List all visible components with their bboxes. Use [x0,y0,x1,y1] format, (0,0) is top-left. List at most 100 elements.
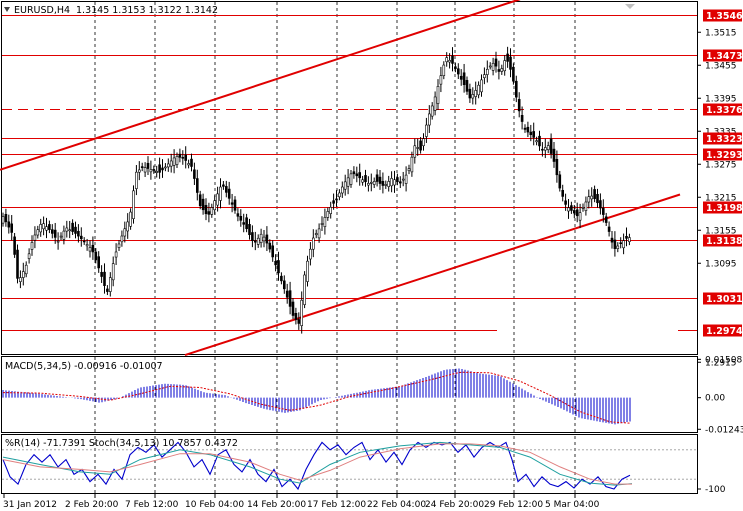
candle [500,64,504,75]
candle [430,102,434,120]
candle [239,209,243,227]
stoch-panel-frame [1,434,698,494]
candle [622,233,625,255]
x-tick-label: 24 Feb 20:00 [425,500,484,510]
candle [474,81,478,105]
candle [601,199,605,223]
candle [184,146,187,169]
candle [433,91,437,116]
candle [59,232,63,241]
candle [387,175,391,192]
candle [372,177,376,189]
trend-channel-upper[interactable] [0,0,521,171]
candle [352,166,356,179]
candle [169,153,173,173]
x-tick-label: 29 Feb 12:00 [484,500,543,510]
candle [256,234,260,248]
candle [375,169,379,187]
candle [42,216,45,236]
candle [68,220,71,239]
candle [445,52,449,67]
candle [10,215,13,241]
candle [311,229,315,258]
candle [94,248,98,264]
candle [306,255,309,287]
candle [468,83,472,103]
y-tick-label: 1.3155 [705,226,737,236]
price-level-label: 1.3473 [706,51,743,62]
price-level-badge: 1.2974 [703,324,743,337]
candle [335,190,338,207]
candle [80,227,83,247]
x-tick-label: 17 Feb 12:00 [307,500,366,510]
candle [538,130,541,151]
candle [462,63,466,93]
candle [207,202,211,223]
candle [340,181,344,198]
candle [120,230,124,247]
candle [4,208,8,227]
candle [268,239,272,253]
price-panel-frame [1,1,698,355]
trend-channel-lower[interactable] [184,193,681,357]
candle [242,213,245,233]
candle [219,178,222,209]
candle [175,152,179,169]
candle [607,221,611,237]
candle [294,307,298,325]
candle [517,92,521,118]
candle [300,291,304,334]
candle [190,153,193,172]
candle [248,218,251,240]
y-tick-label: 1.2915 [705,358,737,368]
ohlc-values: 1.3145 1.3153 1.3122 1.3142 [76,5,218,16]
candle [187,159,190,169]
stoch-title: %R(14) -71.7391 Stoch(34,5,13) 10.7857 0… [5,438,238,449]
price-level-label: 1.3546 [706,11,743,22]
candle [575,202,579,223]
scroll-marker-icon[interactable] [625,4,635,9]
time-axis: 31 Jan 2012 2 Feb 20:00 7 Feb 12:00 10 Feb … [3,494,600,510]
y-tick-label: -100 [705,485,726,495]
price-level-label: 1.2974 [706,326,743,337]
candle [494,51,498,73]
candle [236,208,240,222]
candle [254,231,257,251]
candle [587,189,591,209]
candle [140,162,144,172]
candle [146,156,150,175]
x-tick-label: 10 Feb 04:00 [185,500,244,510]
candle [303,271,306,309]
candle [126,213,129,239]
candle [213,195,216,215]
candle [216,186,219,212]
candle [291,298,295,319]
candle [77,224,80,243]
candle [581,203,585,212]
candle [88,240,92,258]
candle [506,46,509,68]
candle [62,225,66,245]
price-level-badge: 1.3293 [703,148,743,161]
candle [610,230,614,249]
candle [535,136,538,146]
candle [225,180,228,198]
candle [285,283,289,304]
candle [13,233,16,258]
macd-signal-line [3,371,631,424]
price-level-badge: 1.3031 [703,292,743,305]
candle [138,161,141,181]
x-tick-label: 31 Jan 2012 [3,500,57,510]
trend-channel [0,0,681,357]
chart-menu-triangle-icon[interactable] [4,7,10,12]
candle [265,226,269,252]
candle [442,61,446,80]
candle [222,180,225,190]
candle [167,158,170,172]
candle [593,185,596,203]
candle [364,169,367,187]
candle [172,149,176,174]
candle [338,189,341,201]
candle [572,204,576,219]
candle [459,69,463,86]
